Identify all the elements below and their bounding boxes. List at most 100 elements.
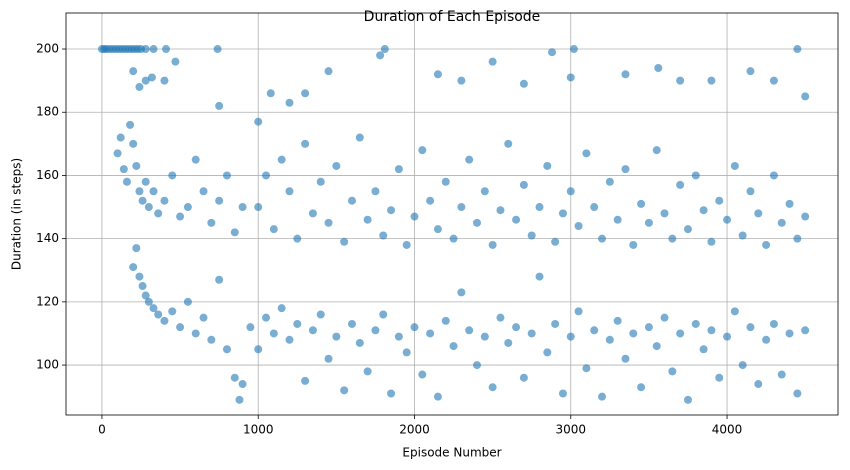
point <box>301 139 310 148</box>
point <box>457 76 466 85</box>
point <box>269 329 278 338</box>
point <box>230 373 239 382</box>
point <box>132 161 141 170</box>
point <box>426 196 435 205</box>
point <box>566 73 575 82</box>
point <box>230 228 239 237</box>
point <box>199 187 208 196</box>
point <box>116 133 125 142</box>
point <box>637 199 646 208</box>
point <box>496 206 505 215</box>
point <box>332 161 341 170</box>
point <box>488 240 497 249</box>
point <box>387 206 396 215</box>
point <box>154 310 163 319</box>
point <box>644 323 653 332</box>
point <box>277 304 286 313</box>
point <box>147 73 156 82</box>
y-tick-label: 120 <box>36 294 59 308</box>
point <box>410 212 419 221</box>
point <box>141 291 150 300</box>
point <box>129 139 138 148</box>
point <box>301 89 310 98</box>
point <box>324 67 333 76</box>
point <box>340 386 349 395</box>
point <box>691 171 700 180</box>
point <box>176 212 185 221</box>
point <box>519 180 528 189</box>
point <box>590 203 599 212</box>
point <box>355 338 364 347</box>
point <box>347 196 356 205</box>
point <box>801 212 810 221</box>
point <box>215 275 224 284</box>
point <box>543 161 552 170</box>
point <box>394 332 403 341</box>
point <box>715 196 724 205</box>
x-tick-label: 4000 <box>712 423 743 437</box>
point <box>683 395 692 404</box>
point <box>324 354 333 363</box>
point <box>316 310 325 319</box>
point <box>433 70 442 79</box>
point <box>793 389 802 398</box>
point <box>519 79 528 88</box>
point <box>376 51 385 60</box>
point <box>551 237 560 246</box>
point <box>457 288 466 297</box>
point <box>132 244 141 253</box>
point <box>215 101 224 110</box>
point <box>149 187 158 196</box>
point <box>285 98 294 107</box>
point <box>715 373 724 382</box>
point <box>129 67 138 76</box>
point <box>162 45 171 54</box>
point <box>777 218 786 227</box>
point <box>613 215 622 224</box>
point <box>222 171 231 180</box>
point <box>738 231 747 240</box>
point <box>380 45 389 54</box>
point <box>598 234 607 243</box>
point <box>262 171 271 180</box>
point <box>457 203 466 212</box>
point <box>371 326 380 335</box>
point <box>324 218 333 227</box>
point <box>707 326 716 335</box>
point <box>801 92 810 101</box>
point <box>379 231 388 240</box>
point <box>785 199 794 208</box>
point <box>652 342 661 351</box>
point <box>699 345 708 354</box>
point <box>668 367 677 376</box>
point <box>527 231 536 240</box>
y-axis-label: Duration (in steps) <box>10 158 24 270</box>
point <box>621 354 630 363</box>
point <box>676 180 685 189</box>
point <box>387 389 396 398</box>
point <box>160 76 169 85</box>
point <box>512 323 521 332</box>
point <box>488 57 497 66</box>
point <box>269 225 278 234</box>
point <box>644 218 653 227</box>
point <box>113 149 122 158</box>
point <box>410 323 419 332</box>
point <box>207 218 216 227</box>
point <box>762 240 771 249</box>
point <box>141 45 150 54</box>
point <box>135 187 144 196</box>
point <box>129 263 138 272</box>
point <box>738 361 747 370</box>
point <box>668 234 677 243</box>
chart-title: Duration of Each Episode <box>364 9 541 25</box>
point <box>519 373 528 382</box>
point <box>543 348 552 357</box>
point <box>480 332 489 341</box>
point <box>699 206 708 215</box>
y-tick-label: 200 <box>36 42 59 56</box>
point <box>138 196 147 205</box>
point <box>746 67 755 76</box>
point <box>235 395 244 404</box>
